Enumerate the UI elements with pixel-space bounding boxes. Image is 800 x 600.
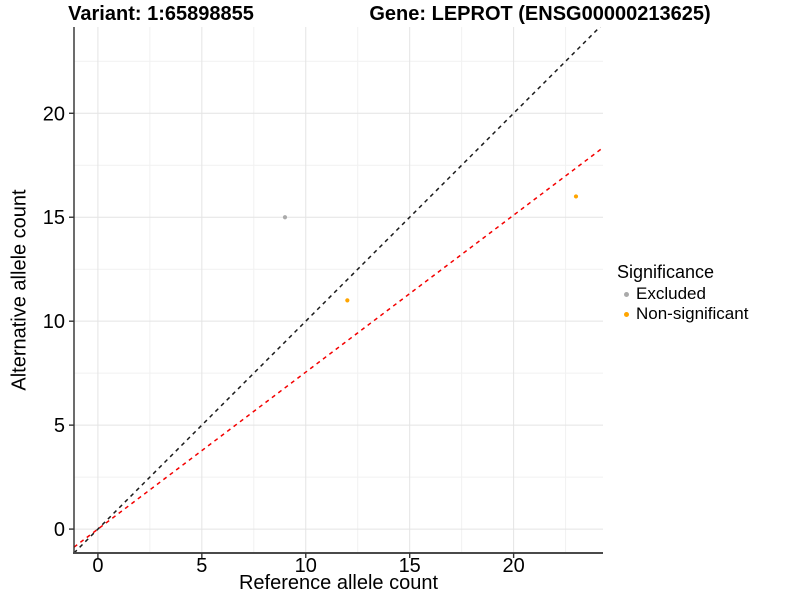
identity-line — [74, 27, 601, 553]
x-tick-label: 20 — [502, 555, 524, 577]
legend-item-non-significant: Non-significant — [615, 304, 748, 324]
y-tick-label: 15 — [43, 207, 65, 229]
x-axis-label: Reference allele count — [238, 572, 438, 594]
plot-title-gene: Gene: LEPROT (ENSG00000213625) — [369, 3, 711, 25]
y-tick-label: 5 — [54, 415, 65, 437]
data-point-excluded — [282, 215, 288, 220]
y-axis-label: Alternative allele count — [8, 189, 31, 391]
legend-item-label: Excluded — [636, 284, 706, 303]
legend: Significance Excluded Non-significant — [615, 261, 748, 324]
legend-title: Significance — [617, 262, 715, 282]
x-tick-label: 10 — [295, 555, 317, 577]
excluded-swatch-icon — [624, 291, 629, 297]
y-tick-label: 10 — [43, 311, 65, 333]
legend-item-excluded: Excluded — [615, 284, 748, 304]
plot-title-variant: Variant: 1:65898855 — [68, 3, 254, 25]
y-tick-label: 20 — [43, 103, 65, 125]
x-tick-label: 5 — [196, 555, 207, 577]
data-point-non-significant — [345, 298, 350, 303]
legend-item-label: Non-significant — [636, 304, 749, 323]
expected-ratio-line — [74, 147, 603, 548]
data-point-non-significant — [573, 194, 579, 199]
y-tick-label: 0 — [54, 519, 65, 541]
x-tick-label: 0 — [92, 555, 103, 577]
x-tick-label: 15 — [399, 555, 421, 577]
non-significant-swatch-icon — [624, 311, 629, 317]
